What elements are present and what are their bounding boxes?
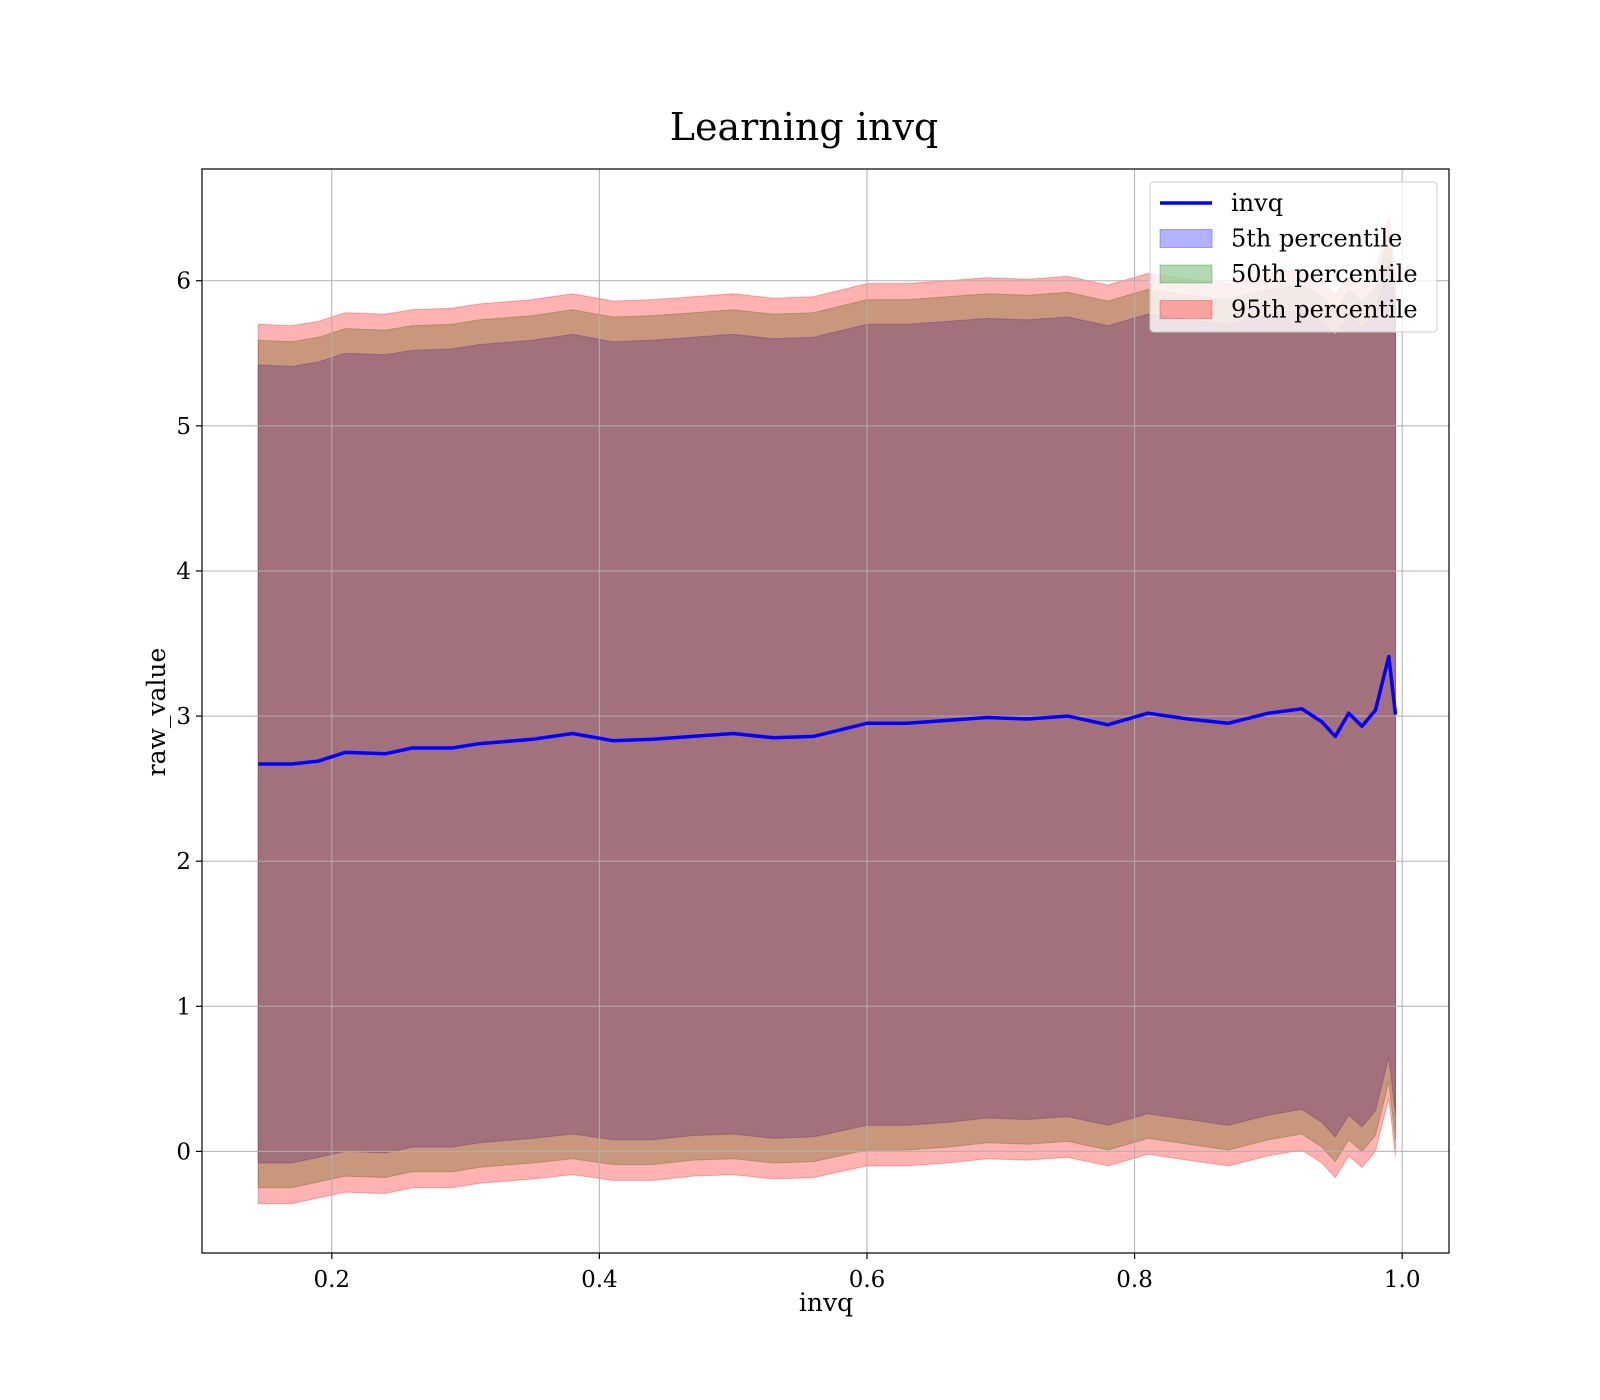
legend-label: 50th percentile [1231,260,1418,288]
x-tick-label: 0.2 [313,1267,350,1293]
legend-patch-swatch [1159,264,1213,284]
y-tick-label: 2 [176,849,191,875]
chart-title: Learning invq [670,105,938,149]
y-tick-label: 3 [176,704,191,730]
plot-frame [201,168,1450,1254]
y-tick-label: 0 [176,1139,191,1165]
y-tick-label: 5 [176,414,191,440]
y-tick-label: 6 [176,269,191,295]
x-tick-label: 0.6 [849,1267,886,1293]
series-line-invq [258,654,1398,766]
y-axis-label: raw_value [142,648,171,777]
y-axis-ticks: 0 1 2 3 4 5 6 [176,269,202,1165]
band-2 [257,232,1396,1189]
x-tick-label: 0.4 [581,1267,618,1293]
band-1 [257,257,1396,1164]
x-axis-label: invq [799,1288,853,1317]
x-tick-label: 1.0 [1384,1267,1421,1293]
x-tick-label: 0.8 [1116,1267,1153,1293]
x-axis-ticks: 0.2 0.4 0.6 0.8 1.0 [313,1253,1420,1293]
legend-label: 95th percentile [1231,296,1418,324]
series-lines [258,654,1398,766]
y-tick-label: 1 [176,994,191,1020]
grid [202,169,1449,1253]
legend-label: invq [1231,189,1283,217]
legend-patch-swatch [1159,300,1213,319]
y-tick-label: 4 [176,559,191,585]
percentile-bands [257,216,1396,1205]
legend-box [1149,181,1438,333]
legend-label: 5th percentile [1231,225,1402,253]
band-3 [257,216,1396,1205]
legend-patch-swatch [1159,229,1213,248]
legend: invq 5th percentile 50th percentile 95th pe… [1149,181,1438,333]
